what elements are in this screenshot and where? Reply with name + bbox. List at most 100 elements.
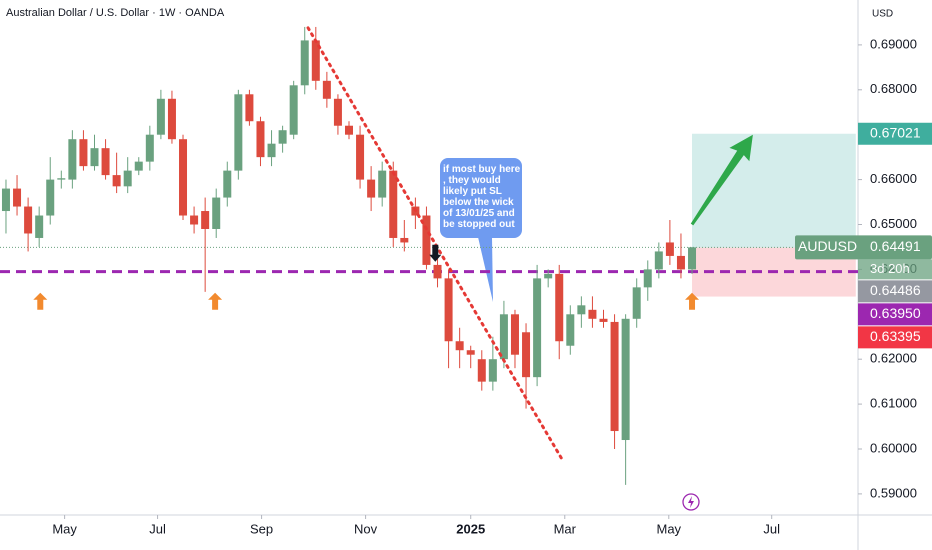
candle-body: [444, 278, 453, 342]
x-tick-label: 2025: [456, 521, 485, 536]
x-tick-label: May: [52, 521, 77, 536]
candle-body: [488, 359, 497, 382]
y-tick-label: 0.61000: [870, 396, 917, 411]
candle-body: [389, 170, 398, 238]
y-tick-label: 0.60000: [870, 440, 917, 455]
candle-body: [13, 188, 22, 207]
candle-body: [632, 287, 641, 319]
price-tag-label: 0.63950: [870, 305, 921, 321]
up-marker: [208, 292, 223, 310]
candle-body: [477, 359, 486, 382]
candle-body: [433, 264, 442, 279]
annotation-line: if most buy here: [443, 164, 521, 175]
y-tick-label: 0.59000: [870, 485, 917, 500]
candle-body: [522, 332, 531, 378]
x-tick-label: Jul: [149, 521, 166, 536]
last-price-tag: [795, 235, 932, 260]
y-tick-label: 0.65000: [870, 216, 917, 231]
candle-body: [422, 215, 431, 265]
candle-body: [101, 148, 110, 176]
candle-body: [367, 179, 376, 198]
annotation-line: below the wick: [443, 197, 514, 208]
down-marker: [429, 244, 442, 262]
currency: USD: [872, 9, 893, 20]
candle-body: [676, 255, 685, 270]
up-marker: [33, 292, 48, 310]
x-tick-label: May: [657, 521, 682, 536]
note-pointer: [478, 237, 493, 302]
annotation-line: likely put SL: [443, 186, 502, 197]
candle-body: [588, 309, 597, 319]
candle-body: [510, 314, 519, 355]
candle-body: [466, 350, 475, 355]
candle-body: [344, 125, 353, 135]
candle-body: [378, 170, 387, 198]
candle-body: [24, 206, 33, 234]
candle-body: [643, 269, 652, 288]
price-tag-label: 0.64486: [870, 282, 921, 298]
y-tick-label: 0.68000: [870, 81, 917, 96]
countdown-label: 3d 20h: [870, 261, 910, 276]
candle-body: [46, 179, 55, 216]
profit-zone: [692, 133, 856, 248]
candle-body: [278, 130, 287, 144]
candle-body: [145, 134, 154, 162]
candle-body: [555, 273, 564, 342]
candle-body: [167, 98, 176, 140]
candle-body: [289, 85, 298, 135]
candle-body: [654, 251, 663, 270]
trend-arrow-shape: [690, 134, 753, 226]
candle-body: [256, 121, 265, 158]
candle-body: [499, 314, 508, 360]
x-tick-label: Sep: [250, 521, 273, 536]
candle-body: [533, 278, 542, 378]
candle-body: [356, 134, 365, 180]
candle-body: [400, 237, 409, 243]
annotation: if most buy here, they would likely put S…: [440, 158, 522, 238]
candle-body: [610, 321, 619, 432]
candle-body: [212, 197, 221, 229]
x-tick-label: Mar: [554, 521, 577, 536]
candle-body: [688, 247, 697, 270]
trend-arrow: [690, 134, 753, 226]
candle-body: [665, 242, 674, 256]
price-tag: [858, 280, 932, 303]
symbol-label: AUDUSD: [798, 238, 857, 254]
candle-body: [223, 170, 232, 198]
candle-body: [566, 314, 575, 346]
countdown-tag: [858, 259, 932, 280]
candle-body: [123, 170, 132, 187]
candle-body: [57, 178, 66, 180]
candle-body: [112, 175, 121, 187]
chart-title: Australian Dollar / U.S. Dollar · 1W · O…: [6, 7, 225, 19]
candle-body: [156, 98, 165, 135]
price-tag-label: 0.63395: [870, 328, 921, 344]
annotation-line: of 13/01/25 and: [443, 208, 515, 219]
candle-body: [68, 139, 77, 180]
price-tag-label: 0.67021: [870, 124, 921, 140]
last-price-label: 0.64491: [870, 238, 921, 254]
candle-body: [333, 98, 342, 126]
price-tag: [858, 303, 932, 326]
candle-body: [322, 80, 331, 99]
candle-body: [621, 318, 630, 441]
candle-body: [599, 318, 608, 322]
x-tick-label: Jul: [763, 521, 780, 536]
candle-body: [90, 148, 99, 167]
candle-body: [245, 94, 254, 122]
y-tick-label: 0.69000: [870, 36, 917, 51]
annotation-line: be stopped out: [443, 219, 515, 230]
candle-body: [201, 211, 210, 229]
candle-body: [134, 161, 143, 171]
up-marker: [685, 292, 700, 310]
price-tag: [858, 326, 932, 349]
x-tick-label: Nov: [354, 521, 378, 536]
candle-body: [190, 215, 199, 225]
candle-body: [300, 40, 309, 86]
candle-body: [455, 341, 464, 351]
candle-body: [577, 305, 586, 315]
y-tick-label: 0.62000: [870, 351, 917, 366]
flash-icon: [682, 493, 700, 511]
